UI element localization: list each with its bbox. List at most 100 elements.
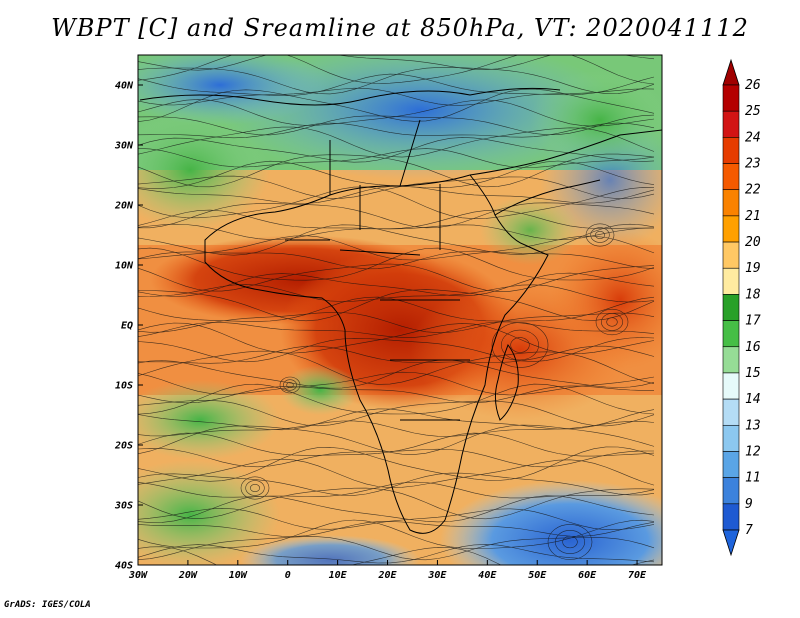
- map-title: WBPT [C] and Sreamline at 850hPa, VT: 20…: [51, 14, 749, 42]
- streamline-vortex: [279, 376, 301, 394]
- lon-tick-label: 10E: [329, 570, 348, 581]
- streamline-vortex: [606, 317, 618, 327]
- streamline: [138, 223, 655, 241]
- streamline: [138, 88, 655, 122]
- lat-tick-label: 30N: [114, 141, 134, 152]
- streamline: [138, 223, 655, 256]
- streamline: [138, 481, 655, 499]
- streamline: [138, 544, 655, 564]
- colorbar-label: 15: [745, 366, 761, 381]
- streamline: [138, 337, 655, 363]
- colorbar-min-arrow: [722, 529, 740, 557]
- streamlines: [138, 55, 655, 565]
- streamline-vortex: [601, 313, 623, 331]
- streamline: [138, 487, 655, 520]
- streamline: [138, 383, 655, 415]
- colorbar-label: 25: [745, 104, 761, 119]
- streamline: [138, 284, 655, 303]
- lon-tick-label: 20E: [377, 570, 397, 581]
- map-frame: [137, 54, 663, 566]
- streamline: [138, 359, 655, 389]
- streamline: [138, 472, 655, 496]
- streamline: [138, 400, 655, 427]
- lat-tick-label: 40N: [115, 81, 134, 92]
- colorbar-label: 20: [745, 235, 761, 250]
- streamline: [138, 263, 655, 292]
- lat-tick-label: EQ: [121, 321, 133, 332]
- lon-tick-label: 0: [285, 570, 291, 581]
- streamline-vortex: [286, 382, 294, 388]
- streamline: [138, 495, 655, 523]
- streamline: [138, 385, 655, 404]
- lat-tick-label: 10N: [115, 261, 134, 272]
- streamline: [138, 448, 654, 468]
- streamline-vortex: [283, 379, 297, 391]
- coastlines: [139, 87, 662, 534]
- colorbar-label: 13: [745, 418, 761, 433]
- streamline: [138, 122, 655, 139]
- colorbar-label: 9: [745, 497, 753, 512]
- credits: GrADS: IGES/COLA: [4, 600, 91, 610]
- streamline: [138, 209, 655, 229]
- streamline: [138, 55, 655, 85]
- colorbar-label: 23: [745, 157, 761, 172]
- lat-tick-label: 20S: [114, 441, 133, 452]
- streamline-vortex: [245, 480, 265, 496]
- lon-tick-label: 30E: [427, 570, 447, 581]
- colorbar-label: 16: [745, 340, 761, 355]
- lon-tick-label: 10W: [229, 570, 248, 581]
- streamline: [138, 521, 655, 537]
- streamline: [138, 235, 655, 261]
- streamline: [138, 73, 655, 97]
- lon-tick-label: 40E: [478, 570, 497, 581]
- colorbar-label: 21: [745, 209, 761, 224]
- streamline-vortex: [590, 227, 610, 243]
- streamline: [138, 114, 655, 136]
- colorbar-label: 26: [745, 78, 761, 93]
- streamline: [138, 250, 655, 270]
- streamline: [138, 247, 655, 281]
- colorbar-label: 22: [745, 183, 761, 198]
- streamline-vortex: [595, 230, 605, 240]
- longitude-axis: 30W 20W 10W 0 10E 20E 30E 40E 50E 60E 70E: [128, 560, 647, 581]
- colorbar-segment: [722, 424, 740, 452]
- colorbar-label: 14: [745, 392, 761, 407]
- lon-tick-label: 30W: [128, 570, 148, 581]
- streamline-vortex: [585, 223, 615, 247]
- colorbar-label: 11: [745, 471, 761, 486]
- colorbar-segment: [722, 267, 740, 295]
- streamline-vortex: [510, 337, 530, 353]
- colorbar-label: 18: [745, 287, 761, 302]
- lat-tick-label: 20N: [114, 201, 134, 212]
- streamline: [138, 126, 655, 158]
- colorbar-segment: [722, 110, 740, 138]
- temperature-field: [138, 55, 662, 565]
- colorbar-segment: [722, 215, 740, 243]
- streamline: [138, 148, 655, 168]
- colorbar-segment: [722, 189, 740, 217]
- streamline: [138, 536, 655, 561]
- colorbar-segment: [722, 372, 740, 400]
- colorbar-label: 24: [745, 130, 761, 145]
- colorbar-segment: [722, 503, 740, 531]
- lat-tick-label: 40S: [115, 561, 133, 572]
- colorbar-label: 17: [745, 314, 761, 329]
- colorbar-label: 12: [745, 444, 761, 459]
- streamline: [138, 202, 655, 229]
- lon-tick-label: 20W: [178, 570, 198, 581]
- streamline: [138, 272, 655, 297]
- lat-tick-label: 30S: [114, 501, 133, 512]
- streamline: [138, 546, 655, 565]
- colorbar-label: 7: [745, 523, 753, 538]
- streamline: [138, 321, 655, 338]
- streamline-vortex: [501, 329, 539, 361]
- colorbar-segment: [722, 137, 740, 164]
- streamline: [138, 312, 655, 334]
- streamline-vortex: [562, 535, 578, 549]
- lon-tick-label: 70E: [628, 570, 647, 581]
- streamline-vortex: [491, 322, 549, 368]
- colorbar-segment: [722, 451, 740, 478]
- colorbar-segment: [722, 320, 740, 348]
- lon-tick-label: 50E: [528, 570, 547, 581]
